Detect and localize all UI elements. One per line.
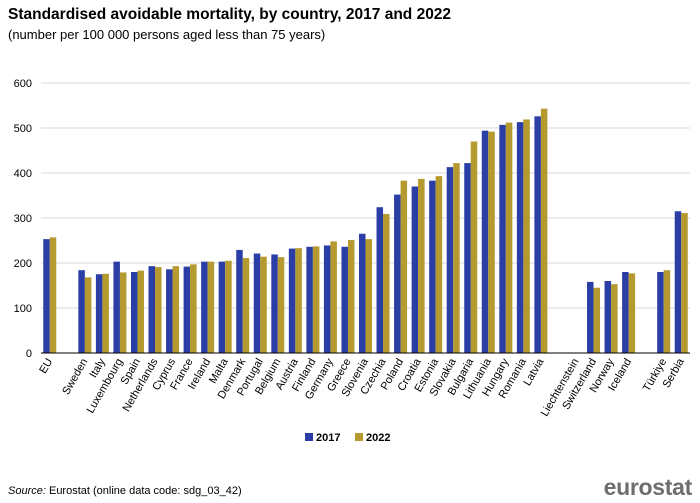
bar-2022-malta — [225, 260, 232, 353]
eurostat-logo: eurostat — [603, 474, 693, 500]
bar-2022-belgium — [277, 257, 285, 353]
bar-2022-france — [190, 264, 197, 353]
bar-2017-estonia — [429, 180, 436, 353]
x-tick-label-sweden: Sweden — [60, 357, 90, 397]
bar-2017-malta — [218, 261, 226, 353]
bar-2022-slovakia — [453, 163, 460, 353]
bar-2022-hungary — [505, 122, 513, 353]
bar-2017-denmark — [236, 249, 243, 353]
bar-2017-spain — [130, 272, 138, 353]
bar-2017-slovakia — [446, 167, 454, 353]
legend: 2017 2022 — [305, 432, 390, 444]
bar-2022-serbia — [681, 213, 688, 353]
bar-2022-finland — [312, 246, 320, 353]
bar-2022-italy — [102, 273, 109, 353]
y-tick-label-300: 300 — [14, 213, 32, 225]
source-prefix: Source: — [8, 485, 46, 497]
bar-2022-romania — [523, 119, 530, 353]
bar-2017-greece — [341, 246, 348, 353]
legend-label-2022: 2022 — [366, 432, 390, 444]
chart-title: Standardised avoidable mortality, by cou… — [8, 6, 452, 23]
bar-2022-czechia — [383, 213, 390, 353]
bar-2022-germany — [330, 241, 337, 353]
bar-2022-poland — [400, 180, 408, 353]
bar-2017-bulgaria — [464, 163, 471, 353]
bar-2017-italy — [95, 274, 103, 353]
bar-2022-austria — [295, 248, 302, 353]
source-text: Eurostat (online data code: sdg_03_42) — [45, 485, 242, 497]
bar-2022-sweden — [84, 277, 92, 353]
bar-2017-serbia — [674, 211, 682, 353]
bar-2017-ireland — [201, 261, 208, 353]
bar-2022-lithuania — [488, 131, 495, 353]
x-tick-label-eu: EU — [37, 356, 55, 375]
bar-2017-france — [183, 266, 191, 353]
bar-2017-iceland — [622, 272, 629, 353]
bar-2017-portugal — [253, 253, 261, 353]
bar-2017-sweden — [78, 270, 85, 353]
bar-2022-latvia — [540, 108, 548, 354]
bar-2017-austria — [288, 248, 296, 353]
bar-2017-cyprus — [166, 269, 173, 353]
bar-2022-croatia — [418, 178, 425, 353]
x-axis-labels: EU SwedenItalyLuxembourgSpainNetherlandsC… — [37, 356, 687, 419]
bar-2022-denmark — [242, 258, 250, 353]
bar-2017-t-rkiye — [657, 272, 664, 353]
bar-2022-luxembourg — [119, 272, 127, 353]
legend-swatch-2017 — [305, 433, 313, 441]
bar-2017-norway — [604, 281, 612, 353]
bar-2017-switzerland — [587, 281, 594, 353]
bar-2022-greece — [347, 240, 355, 353]
bar-2017-czechia — [376, 207, 384, 353]
bar-2017-germany — [323, 245, 331, 353]
bar-2022-cyprus — [172, 266, 180, 353]
bar-2022-ireland — [207, 261, 215, 353]
bar-2022-switzerland — [593, 287, 601, 353]
source-note: Source: Eurostat (online data code: sdg_… — [8, 485, 242, 497]
bar-2017-finland — [306, 246, 313, 353]
chart-subtitle: (number per 100 000 persons aged less th… — [8, 27, 326, 42]
bar-2017-croatia — [411, 186, 419, 353]
bar-2022-norway — [611, 284, 618, 353]
bar-2022-netherlands — [155, 267, 162, 353]
bar-2022-iceland — [628, 273, 636, 353]
bar-2022-spain — [137, 270, 144, 353]
bar-2017-slovenia — [359, 233, 366, 353]
bar-2017-netherlands — [148, 266, 156, 353]
bar-2017-hungary — [499, 124, 506, 353]
y-tick-label-600: 600 — [14, 78, 32, 90]
bar-2017-romania — [516, 122, 524, 354]
bar-2017-lithuania — [481, 130, 489, 353]
y-tick-label-200: 200 — [14, 258, 32, 270]
bar-2017-latvia — [534, 116, 541, 353]
bar-2017-luxembourg — [113, 261, 120, 353]
y-tick-label-400: 400 — [14, 168, 32, 180]
y-axis-ticks: 0 100 200 300 400 500 600 — [14, 78, 32, 360]
bar-2022-portugal — [260, 256, 267, 353]
bar-2022-eu — [49, 237, 57, 353]
y-tick-label-500: 500 — [14, 123, 32, 135]
bar-2017-eu — [43, 239, 50, 353]
bar-2017-belgium — [271, 254, 278, 353]
bar-2022-bulgaria — [470, 141, 478, 353]
legend-swatch-2022 — [355, 433, 363, 441]
legend-label-2017: 2017 — [316, 432, 340, 444]
bar-2017-poland — [394, 194, 401, 353]
bar-2022-t-rkiye — [663, 270, 671, 353]
bars — [43, 108, 688, 354]
bar-2022-estonia — [435, 176, 443, 353]
bar-2022-slovenia — [365, 239, 372, 353]
y-tick-label-100: 100 — [14, 303, 32, 315]
y-tick-label-0: 0 — [26, 348, 32, 360]
